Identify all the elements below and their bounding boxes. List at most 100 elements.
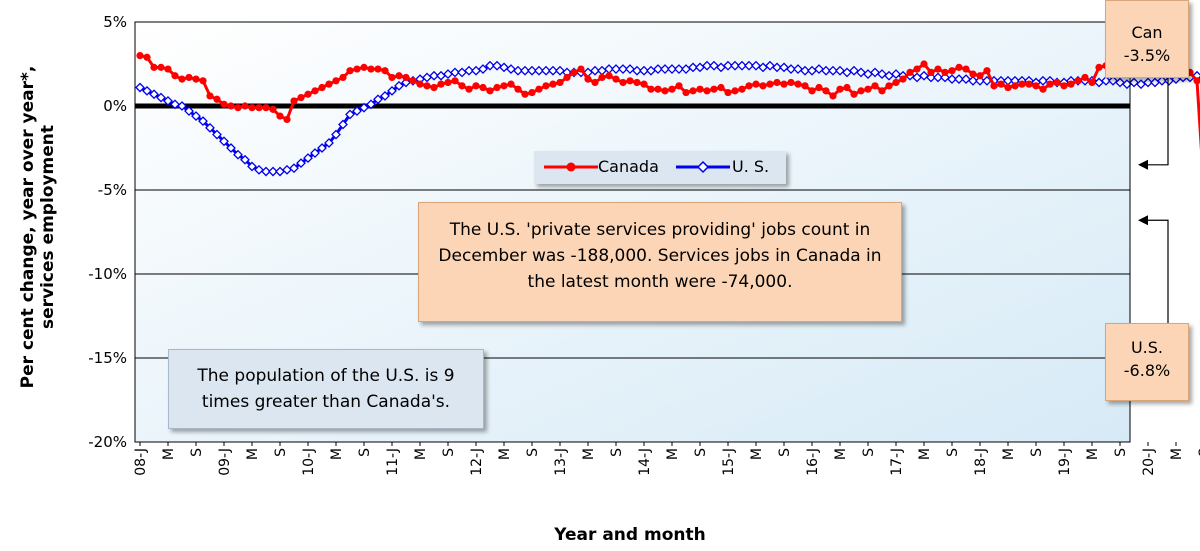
us-point [324,138,334,148]
us-point [198,116,208,127]
us-point [317,143,327,153]
canada-point [654,85,662,93]
us-point [394,80,404,91]
arrow-canada-line [1146,78,1169,166]
annotation-population-note: The population of the U.S. is 9 times gr… [168,349,484,429]
canada-point [304,90,312,98]
us-point [359,102,369,113]
canada-point [1039,85,1047,93]
canada-point [444,78,452,87]
us-point [527,65,537,76]
us-point [1157,75,1167,86]
x-tick-label: 14-J [637,448,653,476]
us-point [170,99,180,110]
us-point [177,101,187,111]
canada-point [143,53,151,61]
canada-point [1088,78,1096,87]
x-tick-label: 16-J [805,448,821,476]
canada-point [990,82,998,90]
canada-point [696,85,704,93]
us-point [212,129,222,140]
us-point [737,60,747,71]
canada-point [374,65,382,73]
canada-point [780,80,788,88]
canada-point [255,104,263,112]
canada-point [150,63,158,71]
canada-point [1025,80,1033,88]
canada-point [325,80,333,88]
us-point [1115,77,1125,88]
us-point [296,158,306,169]
x-tick-label: S [1113,448,1129,457]
legend: Canada U. S. [534,151,786,184]
us-point [156,92,166,103]
us-point [877,69,887,79]
us-point [191,111,201,121]
x-tick-label: 09-J [217,448,233,476]
canada-point [892,78,900,87]
us-point [352,106,362,116]
us-point [849,65,859,76]
us-point [975,75,985,86]
us-point [331,129,341,140]
canada-point [794,80,802,88]
canada-point [927,68,935,76]
us-point [765,60,775,71]
canada-point [941,68,949,76]
us-point [891,69,901,79]
canada-point [633,78,641,87]
us-point [1038,75,1048,86]
canada-point [864,85,872,93]
canada-point [472,82,480,90]
canada-point [871,82,879,90]
canada-point [1046,80,1054,88]
canada-point [1081,73,1089,82]
canada-point [465,85,473,93]
us-point [933,72,943,83]
canada-point [752,80,760,88]
canada-point [1053,78,1061,87]
us-point [1129,77,1139,88]
canada-point [801,82,809,90]
x-tick-label: M [1001,448,1017,460]
us-point [961,74,971,85]
canada-point [136,52,144,60]
us-point [184,106,194,116]
canada-point [542,82,550,90]
us-point [219,136,229,147]
canada-point [164,65,172,73]
us-point [149,89,159,100]
x-axis-title: Year and month [554,525,706,545]
canada-point [388,73,396,82]
canada-point [605,72,613,80]
x-tick-label: S [273,448,289,457]
us-point [303,153,313,163]
canada-point [563,73,571,82]
x-tick-label: 19-J [1057,448,1073,476]
arrow-us-line [1146,219,1169,323]
canada-point [311,87,319,95]
us-point [772,62,782,73]
callout-canada-value: -3.5% [1123,46,1171,65]
canada-point [1193,77,1200,85]
canada-point [227,102,235,110]
callout-canada-name: Can [1131,23,1163,42]
canada-point [416,80,424,88]
canada-point [836,85,844,93]
canada-point [1011,82,1019,90]
us-point [828,65,838,76]
us-point [779,62,789,73]
canada-point [1018,80,1026,88]
us-point [751,60,761,71]
canada-point [318,83,326,92]
canada-point [353,65,361,73]
x-tick-label: M [833,448,849,460]
canada-point [248,104,256,112]
canada-point [528,88,536,97]
y-tick-label: 5% [103,13,127,31]
canada-point [906,68,914,76]
legend-canada-label: Canada [598,157,659,176]
us-point [289,163,299,174]
us-point [429,70,439,81]
canada-point [220,100,228,108]
